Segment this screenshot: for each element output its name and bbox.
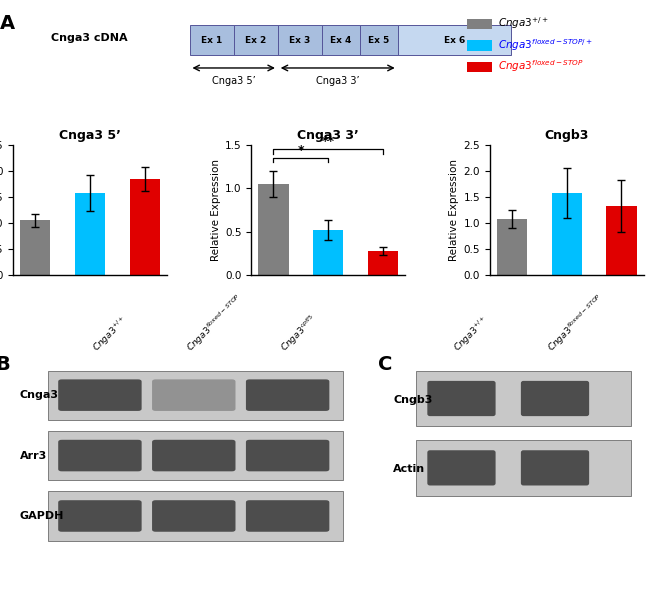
Text: Ex 2: Ex 2: [245, 36, 266, 45]
FancyBboxPatch shape: [521, 450, 589, 486]
Bar: [75, 193, 105, 275]
Text: $\it{Cnga3}$$^{\it{floxed-STOP}}$: $\it{Cnga3}$$^{\it{floxed-STOP}}$: [499, 59, 584, 74]
Text: Ex 5: Ex 5: [368, 36, 389, 45]
Text: $\it{Cnga3}$$^{\it{floxed-STOP}}$: $\it{Cnga3}$$^{\it{floxed-STOP}}$: [545, 292, 608, 355]
Bar: [47, 491, 343, 541]
Bar: [467, 40, 492, 51]
Bar: [552, 193, 582, 275]
Bar: [258, 184, 289, 275]
Bar: [360, 25, 398, 55]
Text: B: B: [0, 355, 10, 374]
Bar: [416, 371, 631, 427]
FancyBboxPatch shape: [521, 381, 589, 416]
Bar: [313, 230, 343, 275]
Text: Cnga3 5’: Cnga3 5’: [212, 76, 255, 86]
Text: Arr3: Arr3: [20, 450, 47, 461]
Text: A: A: [1, 14, 16, 33]
Bar: [20, 221, 50, 275]
Bar: [416, 440, 631, 496]
FancyBboxPatch shape: [58, 500, 142, 532]
Text: Cnga3: Cnga3: [20, 390, 59, 400]
Bar: [467, 18, 492, 29]
FancyBboxPatch shape: [152, 380, 235, 411]
Text: **: **: [322, 136, 335, 148]
Text: Ex 6: Ex 6: [444, 36, 465, 45]
Text: Cngb3: Cngb3: [393, 394, 432, 405]
Text: Ex 1: Ex 1: [201, 36, 222, 45]
Title: Cnga3 3’: Cnga3 3’: [298, 129, 359, 142]
FancyBboxPatch shape: [427, 450, 495, 486]
Text: Cnga3 cDNA: Cnga3 cDNA: [51, 33, 127, 43]
FancyBboxPatch shape: [246, 500, 330, 532]
Bar: [398, 25, 511, 55]
Bar: [234, 25, 278, 55]
Text: Actin: Actin: [393, 464, 425, 474]
Bar: [467, 61, 492, 72]
Title: Cngb3: Cngb3: [545, 129, 589, 142]
Bar: [129, 179, 160, 275]
Bar: [47, 431, 343, 480]
Text: Ex 3: Ex 3: [289, 36, 311, 45]
Text: Cnga3 3’: Cnga3 3’: [316, 76, 359, 86]
Y-axis label: Relative Expression: Relative Expression: [449, 159, 459, 261]
Bar: [322, 25, 360, 55]
Bar: [278, 25, 322, 55]
Bar: [47, 371, 343, 419]
Y-axis label: Relative Expression: Relative Expression: [211, 159, 221, 261]
Text: $\it{Cnga3}$$^{+/+}$: $\it{Cnga3}$$^{+/+}$: [90, 314, 131, 355]
Bar: [190, 25, 234, 55]
Bar: [497, 219, 527, 275]
Text: $\it{Cnga3}$$^{\it{floxed-STOP}}$: $\it{Cnga3}$$^{\it{floxed-STOP}}$: [183, 292, 247, 355]
Text: Ex 4: Ex 4: [330, 36, 352, 45]
FancyBboxPatch shape: [152, 440, 235, 471]
Title: Cnga3 5’: Cnga3 5’: [59, 129, 121, 142]
Text: $\it{Cnga3}$$^{\it{floxed-STOP/+}}$: $\it{Cnga3}$$^{\it{floxed-STOP/+}}$: [499, 37, 593, 53]
FancyBboxPatch shape: [58, 440, 142, 471]
FancyBboxPatch shape: [58, 380, 142, 411]
Bar: [606, 206, 636, 275]
Text: C: C: [378, 355, 393, 374]
FancyBboxPatch shape: [246, 380, 330, 411]
FancyBboxPatch shape: [152, 500, 235, 532]
FancyBboxPatch shape: [246, 440, 330, 471]
Text: GAPDH: GAPDH: [20, 511, 64, 521]
Text: $\it{Cnga3}$$^{\it{cpfl5}}$: $\it{Cnga3}$$^{\it{cpfl5}}$: [278, 312, 320, 355]
Text: $\it{Cnga3}$$^{+/+}$: $\it{Cnga3}$$^{+/+}$: [499, 15, 549, 32]
Text: $\it{Cnga3}$$^{+/+}$: $\it{Cnga3}$$^{+/+}$: [451, 314, 493, 355]
Text: *: *: [298, 144, 304, 157]
Bar: [368, 251, 398, 275]
FancyBboxPatch shape: [427, 381, 495, 416]
